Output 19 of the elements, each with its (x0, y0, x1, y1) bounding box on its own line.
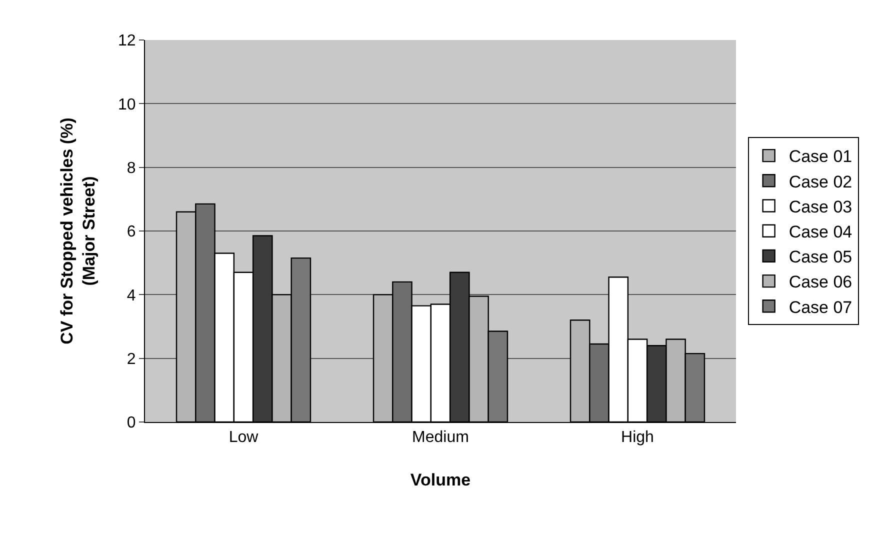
y-tick-label: 4 (126, 287, 136, 304)
legend-label: Case 06 (788, 272, 852, 292)
x-axis-title: Volume (410, 470, 471, 490)
legend-label: Case 01 (788, 147, 852, 166)
x-tick-label: High (621, 429, 654, 446)
legend-label: Case 02 (788, 172, 852, 192)
x-tick-label: Medium (412, 429, 469, 446)
y-axis-title: CV for Stopped vehicles (%) (Major Street) (57, 118, 99, 344)
y-tick-label: 8 (126, 160, 136, 177)
legend-label: Case 03 (788, 197, 852, 216)
y-tick-label: 0 (126, 414, 136, 432)
legend-label: Case 05 (788, 248, 852, 267)
legend-label: Case 07 (788, 298, 852, 317)
y-tick-label: 6 (126, 224, 136, 241)
legend-label: Case 04 (788, 222, 852, 242)
y-tick-label: 2 (126, 350, 136, 368)
x-tick-label: Low (228, 429, 259, 446)
y-tick-label: 12 (118, 32, 136, 50)
y-tick-label: 10 (118, 96, 136, 114)
